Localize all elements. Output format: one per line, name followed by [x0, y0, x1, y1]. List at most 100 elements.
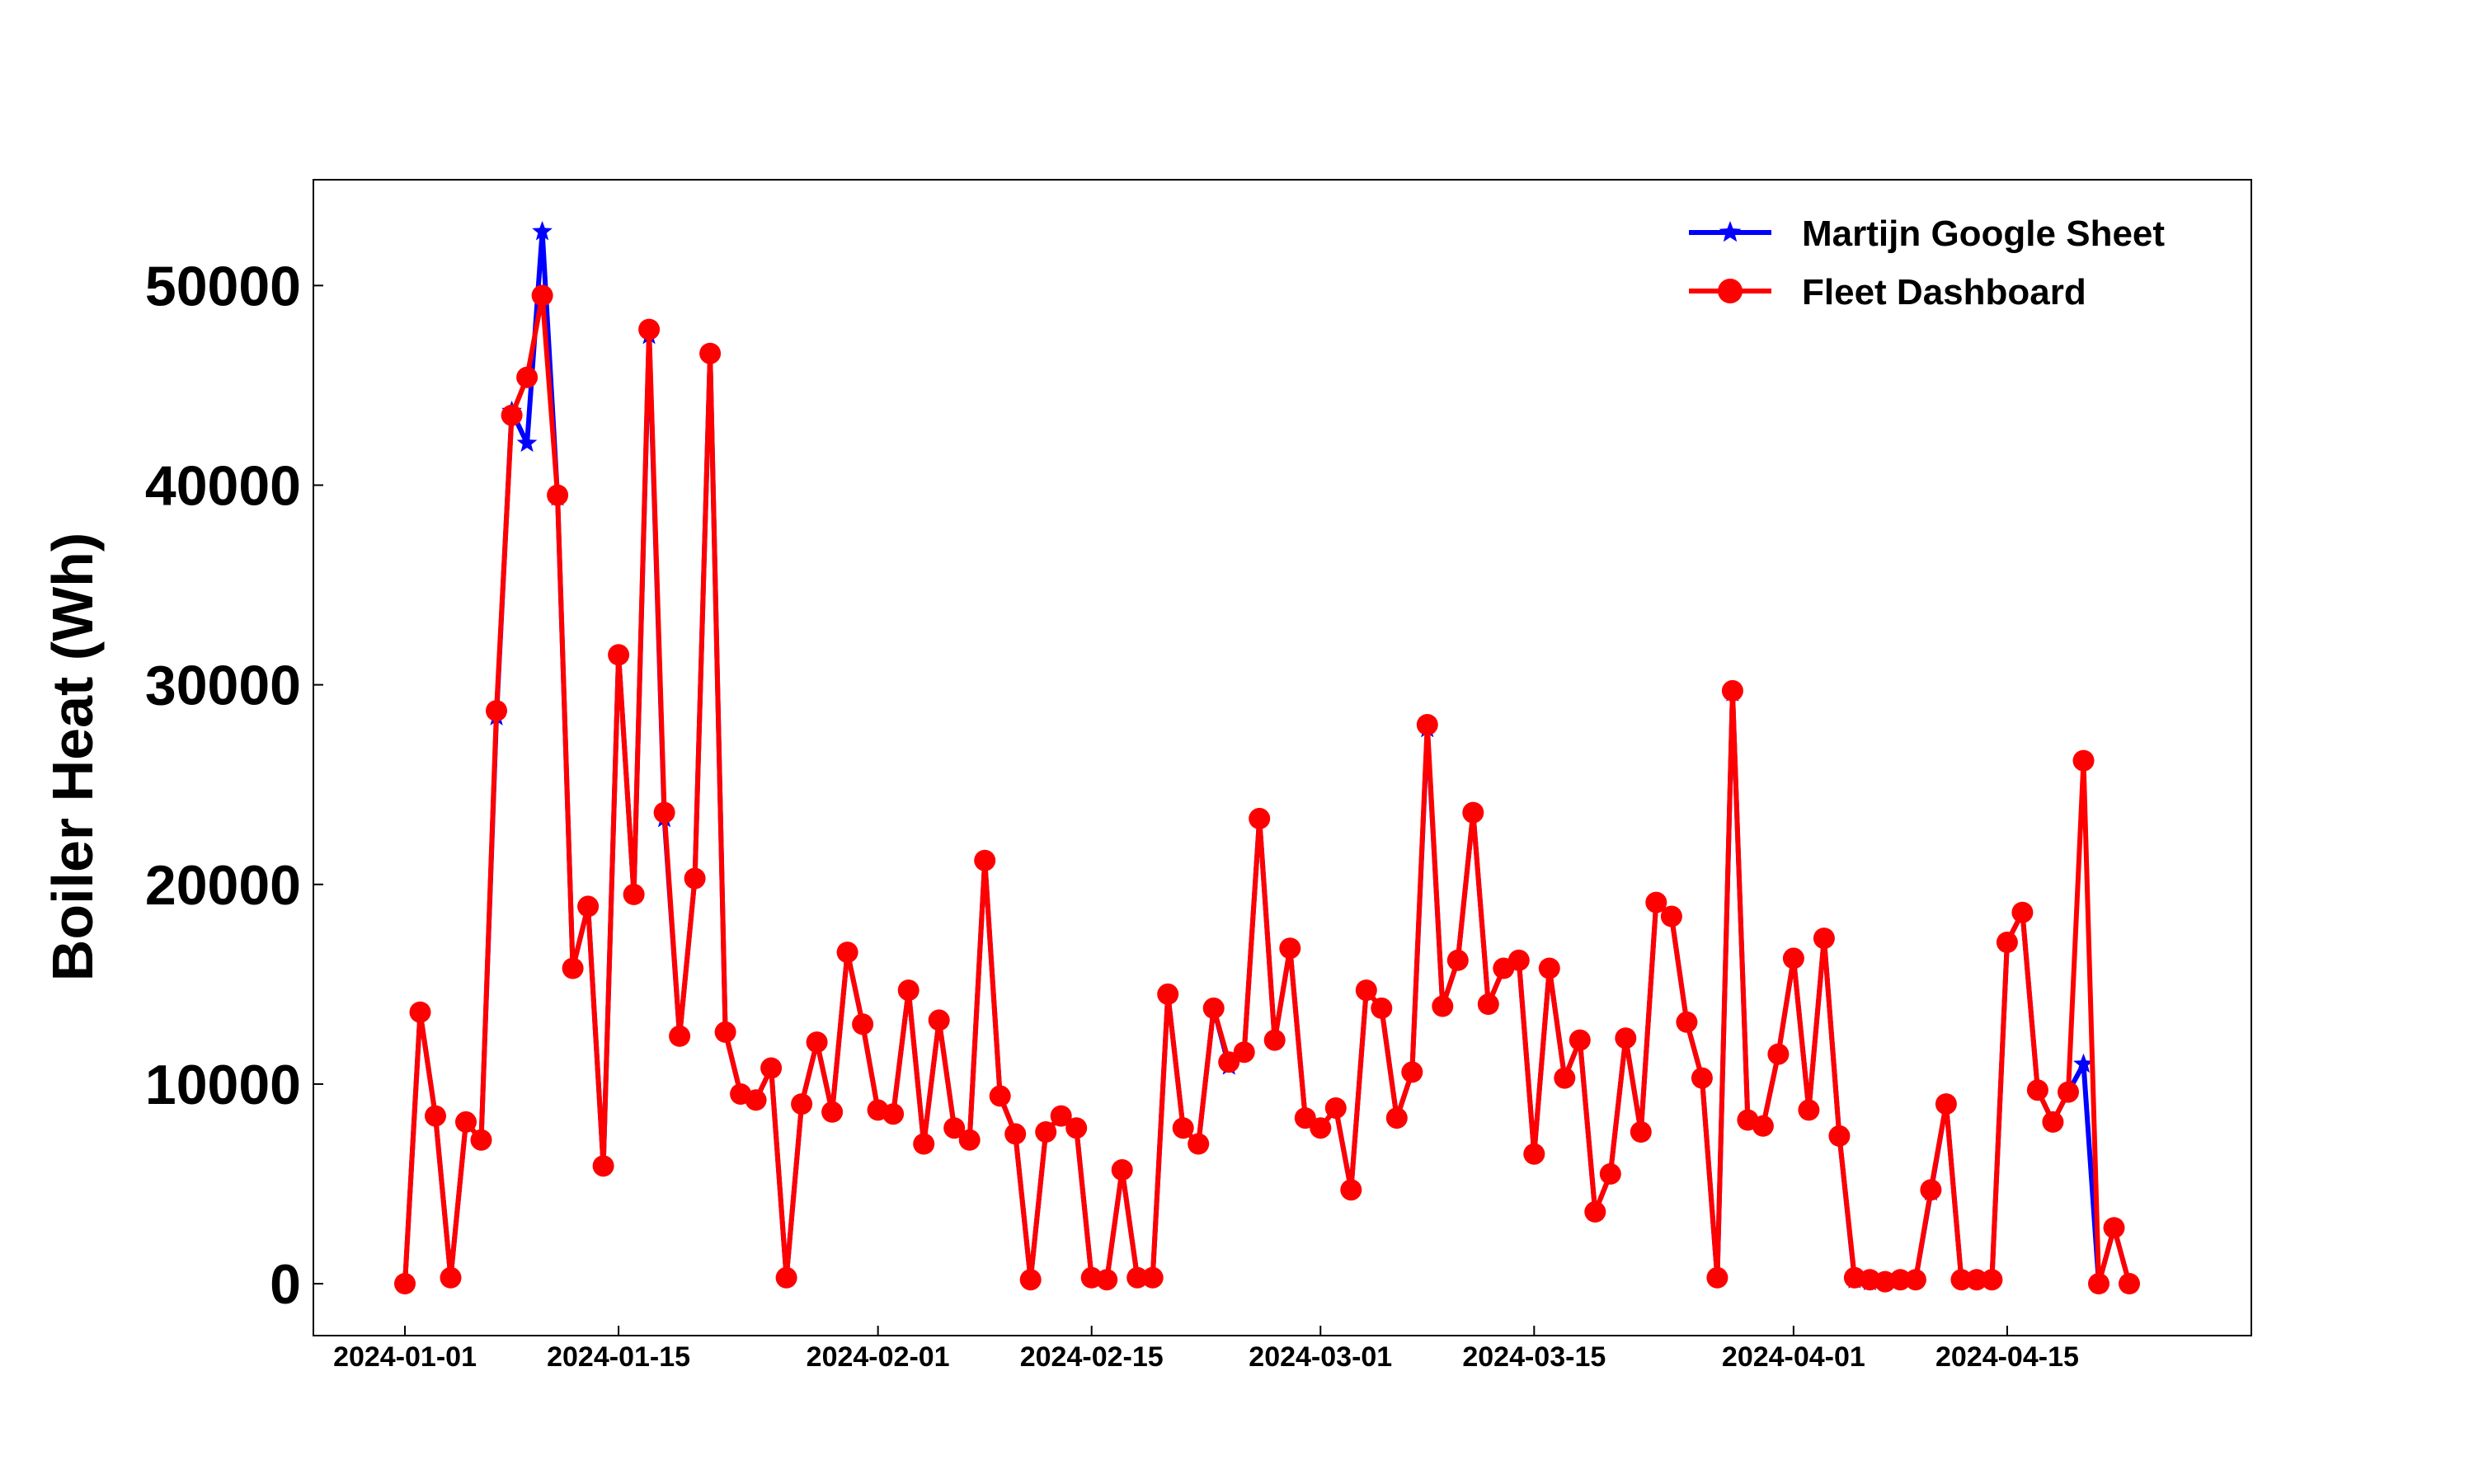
data-point [1721, 679, 1743, 702]
data-point [2073, 1053, 2094, 1073]
data-point [1141, 1266, 1164, 1289]
data-point [2088, 1273, 2109, 1294]
data-point [470, 1129, 492, 1151]
data-point [1371, 997, 1393, 1019]
data-point [913, 1133, 935, 1155]
data-point [1157, 983, 1179, 1005]
data-point [1340, 1179, 1362, 1201]
legend-marker [1718, 279, 1743, 303]
data-point [2011, 901, 2034, 923]
data-point [2058, 1081, 2079, 1103]
data-point [1462, 801, 1484, 824]
data-point [1996, 932, 2018, 953]
data-point [1935, 1093, 1957, 1115]
series-martijn-google-sheet [394, 221, 2140, 1293]
data-point [532, 221, 553, 241]
y-tick-label: 10000 [145, 1054, 301, 1116]
data-point [1294, 1107, 1316, 1129]
data-point [1981, 1269, 2003, 1291]
data-point [562, 957, 584, 979]
data-point [1569, 1029, 1591, 1051]
data-point [1355, 979, 1377, 1002]
data-point [1630, 1121, 1652, 1143]
legend-entry: Martijn Google Sheet [1689, 214, 2165, 254]
data-point [669, 1025, 691, 1047]
data-point [425, 1105, 446, 1127]
data-point [1432, 995, 1454, 1017]
data-point [501, 404, 523, 426]
data-point [943, 1117, 966, 1139]
data-point [547, 484, 569, 506]
data-point [1202, 997, 1225, 1019]
data-point [1889, 1269, 1912, 1291]
data-point [1065, 1117, 1088, 1139]
x-tick-label: 2024-04-01 [1722, 1341, 1865, 1373]
data-point [1706, 1266, 1729, 1289]
x-tick-label: 2024-03-01 [1249, 1341, 1392, 1373]
x-tick-label: 2024-03-15 [1462, 1341, 1606, 1373]
data-point [928, 1009, 950, 1031]
data-point [958, 1129, 981, 1151]
data-point [1416, 714, 1438, 735]
data-point [714, 1021, 736, 1043]
data-point [1554, 1067, 1576, 1089]
data-point [1965, 1269, 1987, 1291]
data-point [1767, 1043, 1790, 1065]
data-point [1019, 1269, 1042, 1291]
data-point [1813, 928, 1835, 950]
series-fleet-dashboard [394, 284, 2140, 1294]
data-point [1904, 1269, 1926, 1291]
data-point [2119, 1273, 2140, 1294]
data-point [440, 1266, 462, 1289]
data-point [1615, 1027, 1637, 1050]
data-point [882, 1103, 905, 1125]
x-tick-label: 2024-01-15 [547, 1341, 690, 1373]
data-point [791, 1093, 813, 1115]
data-point [745, 1089, 767, 1111]
series-layer [394, 221, 2140, 1294]
data-point [1126, 1266, 1149, 1289]
data-point [1920, 1179, 1942, 1201]
data-point [1676, 1011, 1698, 1033]
data-point [1782, 947, 1804, 970]
data-point [1111, 1159, 1133, 1181]
data-point [1798, 1099, 1820, 1121]
data-point [821, 1101, 844, 1123]
legend-marker [1719, 221, 1742, 242]
data-point [1233, 1041, 1255, 1064]
data-point [1035, 1121, 1057, 1143]
data-point [1507, 949, 1530, 971]
data-point [2072, 749, 2095, 772]
data-point [1218, 1051, 1240, 1073]
data-point [1310, 1117, 1332, 1139]
data-point [989, 1085, 1011, 1107]
y-tick-label: 0 [270, 1253, 301, 1316]
data-point [1004, 1123, 1027, 1145]
data-point [836, 942, 858, 964]
data-point [1523, 1143, 1545, 1165]
data-point [653, 801, 675, 824]
data-point [1385, 1107, 1408, 1129]
data-point [577, 895, 600, 918]
data-point [1096, 1269, 1118, 1291]
data-point [1446, 949, 1469, 971]
plot-frame [313, 179, 2252, 1336]
data-point [608, 644, 630, 666]
data-point [531, 284, 553, 307]
data-point [2103, 1217, 2125, 1239]
data-point [1477, 993, 1499, 1015]
data-point [806, 1031, 828, 1054]
legend-label: Fleet Dashboard [1802, 272, 2086, 312]
y-tick-label: 40000 [145, 454, 301, 517]
data-point [1050, 1105, 1072, 1127]
y-tick-label: 30000 [145, 655, 301, 717]
data-point [409, 1001, 431, 1023]
data-point [1691, 1067, 1713, 1089]
data-point [2042, 1111, 2064, 1133]
data-point [516, 432, 538, 453]
data-point [394, 1273, 416, 1294]
legend-entry: Fleet Dashboard [1689, 272, 2086, 312]
data-point [760, 1057, 783, 1079]
